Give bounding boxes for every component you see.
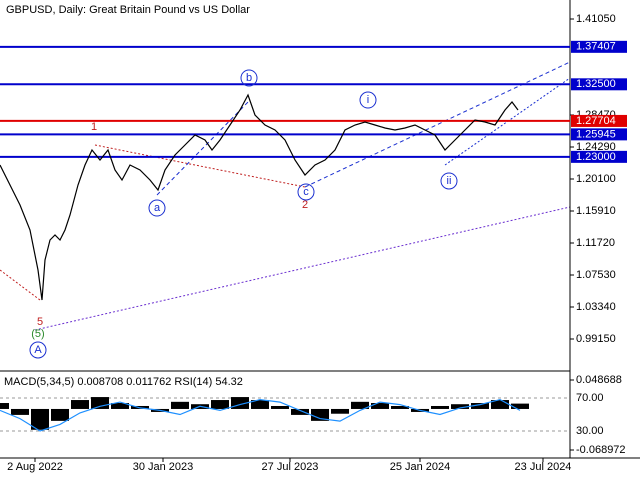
indicator-title: MACD(5,34,5) 0.008708 0.011762 RSI(14) 5… — [4, 376, 243, 388]
y-tick-label: 1.03340 — [576, 301, 616, 313]
histogram-bar — [91, 397, 109, 409]
x-tick-label: 23 Jul 2024 — [515, 461, 572, 473]
y-tick-label: 1.20100 — [576, 173, 616, 185]
histogram-bar — [11, 408, 29, 415]
histogram-bar — [511, 403, 529, 409]
histogram-bar — [51, 408, 69, 421]
y2-tick-label: -0.068972 — [576, 444, 626, 456]
histogram-bar — [111, 403, 129, 409]
histogram-bar — [171, 401, 189, 409]
wave-label: i — [367, 94, 369, 106]
chart-title: GBPUSD, Daily: Great Britain Pound vs US… — [6, 4, 250, 16]
trend-line — [0, 269, 41, 301]
histogram-bar — [351, 401, 369, 409]
wave-label: (5) — [31, 328, 44, 340]
x-tick-label: 30 Jan 2023 — [133, 461, 194, 473]
level-label: 1.32500 — [576, 78, 616, 90]
histogram-bar — [251, 400, 269, 409]
level-label-box — [571, 128, 627, 141]
wave-circle — [359, 91, 377, 109]
histogram-bar — [71, 400, 89, 409]
price-line — [0, 398, 521, 432]
histogram-bar — [31, 408, 49, 430]
wave-circle — [440, 172, 458, 190]
wave-label: c — [303, 186, 309, 198]
x-tick-label: 27 Jul 2023 — [262, 461, 319, 473]
histogram-bar — [231, 397, 249, 409]
level-label-box — [571, 78, 627, 91]
level-label-box — [571, 40, 627, 53]
y-tick-label: 30.00 — [576, 425, 604, 437]
wave-label: ii — [447, 175, 452, 187]
histogram-bar — [0, 403, 9, 409]
price-line — [0, 93, 519, 301]
trend-line — [34, 206, 571, 331]
histogram-bar — [391, 405, 409, 409]
x-tick-label: 25 Jan 2024 — [390, 461, 451, 473]
wave-circle — [297, 183, 315, 201]
wave-circle — [29, 341, 47, 359]
level-label: 1.37407 — [576, 41, 616, 53]
level-label: 1.23000 — [576, 151, 616, 163]
y-tick-label: 1.11720 — [576, 237, 615, 249]
wave-label: A — [34, 344, 42, 356]
wave-label: b — [246, 72, 252, 84]
histogram-bar — [471, 403, 489, 409]
wave-label: 5 — [37, 316, 43, 328]
y-tick-label: 1.15910 — [576, 205, 616, 217]
wave-label: 1 — [91, 121, 97, 133]
y-tick-label: 1.41050 — [576, 13, 616, 25]
histogram-bar — [491, 400, 509, 409]
x-tick-label: 2 Aug 2022 — [7, 461, 63, 473]
y2-tick-label: 0.048688 — [576, 374, 622, 386]
wave-label: 2 — [302, 199, 308, 211]
y-tick-label: 0.99150 — [576, 333, 616, 345]
histogram-bar — [371, 403, 389, 409]
wave-circle — [148, 199, 166, 217]
histogram-bar — [451, 404, 469, 409]
histogram-bar — [271, 405, 289, 409]
histogram-bar — [291, 408, 309, 415]
level-label: 1.27704 — [576, 115, 616, 127]
histogram-bar — [331, 408, 349, 414]
wave-circle — [240, 69, 258, 87]
y-tick-label: 70.00 — [576, 392, 604, 404]
wave-label: a — [154, 202, 161, 214]
trend-line — [156, 99, 251, 196]
histogram-bar — [311, 408, 329, 421]
y-tick-label: 1.07530 — [576, 269, 616, 281]
level-label-box — [571, 114, 627, 127]
level-label-box — [571, 150, 627, 163]
level-label: 1.25945 — [576, 128, 616, 140]
histogram-bar — [431, 405, 449, 409]
histogram-bar — [211, 400, 229, 409]
y-tick-label: 1.24290 — [576, 141, 616, 153]
